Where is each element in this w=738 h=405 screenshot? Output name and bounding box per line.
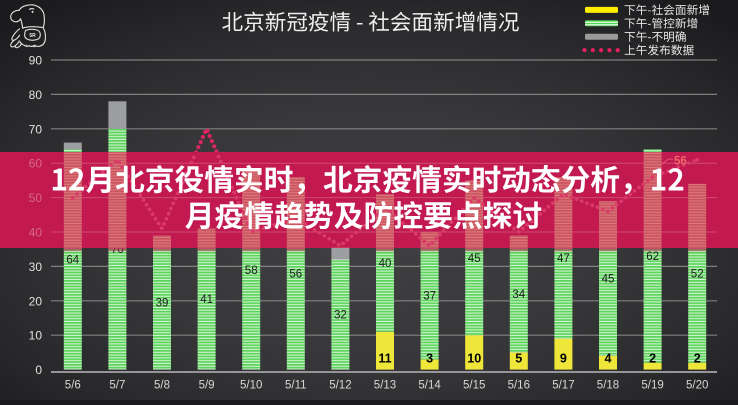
svg-text:5/18: 5/18 xyxy=(597,380,619,392)
svg-text:5/8: 5/8 xyxy=(154,380,170,392)
svg-text:2: 2 xyxy=(649,352,656,366)
svg-text:5/6: 5/6 xyxy=(65,380,81,392)
svg-text:58: 58 xyxy=(245,265,258,277)
svg-text:5/11: 5/11 xyxy=(285,380,307,392)
svg-text:5/15: 5/15 xyxy=(463,380,485,392)
svg-text:32: 32 xyxy=(334,310,347,322)
svg-text:50: 50 xyxy=(29,191,43,205)
svg-text:5: 5 xyxy=(515,352,522,366)
svg-text:40: 40 xyxy=(29,226,43,240)
svg-text:5/17: 5/17 xyxy=(552,380,574,392)
svg-text:4: 4 xyxy=(604,352,611,366)
svg-text:37: 37 xyxy=(423,291,436,303)
svg-text:5R: 5R xyxy=(29,33,36,39)
svg-text:90: 90 xyxy=(29,54,43,68)
svg-text:5/10: 5/10 xyxy=(240,380,262,392)
svg-text:5/9: 5/9 xyxy=(199,380,215,392)
svg-text:34: 34 xyxy=(512,289,525,301)
svg-text:10: 10 xyxy=(467,352,481,366)
svg-text:45: 45 xyxy=(602,273,615,285)
svg-text:5/13: 5/13 xyxy=(374,380,396,392)
svg-text:39: 39 xyxy=(156,298,169,310)
svg-text:5/16: 5/16 xyxy=(508,380,530,392)
svg-text:11: 11 xyxy=(378,352,391,366)
svg-text:0: 0 xyxy=(35,363,42,377)
svg-text:20: 20 xyxy=(29,294,43,308)
svg-text:52: 52 xyxy=(691,268,704,280)
svg-text:60: 60 xyxy=(29,157,43,171)
svg-text:5/12: 5/12 xyxy=(329,380,351,392)
svg-text:2: 2 xyxy=(694,352,701,366)
svg-text:5/7: 5/7 xyxy=(109,380,125,392)
svg-text:45: 45 xyxy=(468,253,481,265)
svg-text:30: 30 xyxy=(29,260,43,274)
svg-text:5/20: 5/20 xyxy=(686,380,708,392)
svg-text:70: 70 xyxy=(29,122,43,136)
svg-text:64: 64 xyxy=(66,255,79,267)
svg-text:5/14: 5/14 xyxy=(418,380,441,392)
svg-text:40: 40 xyxy=(379,258,392,270)
svg-text:47: 47 xyxy=(557,253,570,265)
svg-text:80: 80 xyxy=(29,88,43,102)
svg-text:5/19: 5/19 xyxy=(641,380,663,392)
svg-text:3: 3 xyxy=(426,352,433,366)
svg-text:41: 41 xyxy=(200,294,213,306)
svg-text:56: 56 xyxy=(289,268,302,280)
svg-text:10: 10 xyxy=(29,329,43,343)
svg-text:56: 56 xyxy=(674,156,687,168)
svg-text:62: 62 xyxy=(646,251,659,263)
svg-text:9: 9 xyxy=(560,352,567,366)
